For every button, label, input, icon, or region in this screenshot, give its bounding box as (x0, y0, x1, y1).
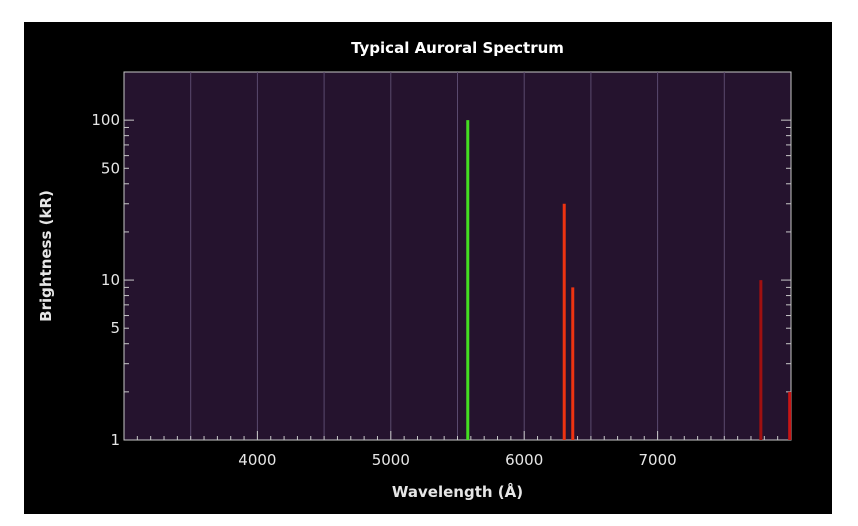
chart-title: Typical Auroral Spectrum (351, 39, 564, 57)
y-axis-label: Brightness (kR) (37, 190, 55, 322)
y-tick-label-100: 100 (91, 111, 120, 129)
x-tick-label-4000: 4000 (238, 451, 276, 469)
y-tick-label-5: 5 (110, 319, 120, 337)
y-tick-label-10: 10 (101, 271, 120, 289)
y-tick-label-1: 1 (110, 431, 120, 449)
emission-lines (466, 120, 792, 440)
x-tick-label-7000: 7000 (639, 451, 677, 469)
y-tick-label-50: 50 (101, 159, 120, 177)
x-tick-label-5000: 5000 (372, 451, 410, 469)
grid-lines (190, 72, 725, 440)
x-axis-label: Wavelength (Å) (392, 482, 523, 501)
axis-ticks: 4000 5000 6000 7000 1 5 10 50 100 (91, 71, 791, 469)
chart-frame: 4000 5000 6000 7000 1 5 10 50 100 Typical Aurora… (24, 22, 832, 514)
x-tick-label-6000: 6000 (505, 451, 543, 469)
auroral-spectrum-chart: 4000 5000 6000 7000 1 5 10 50 100 Typical Aurora… (37, 39, 792, 501)
